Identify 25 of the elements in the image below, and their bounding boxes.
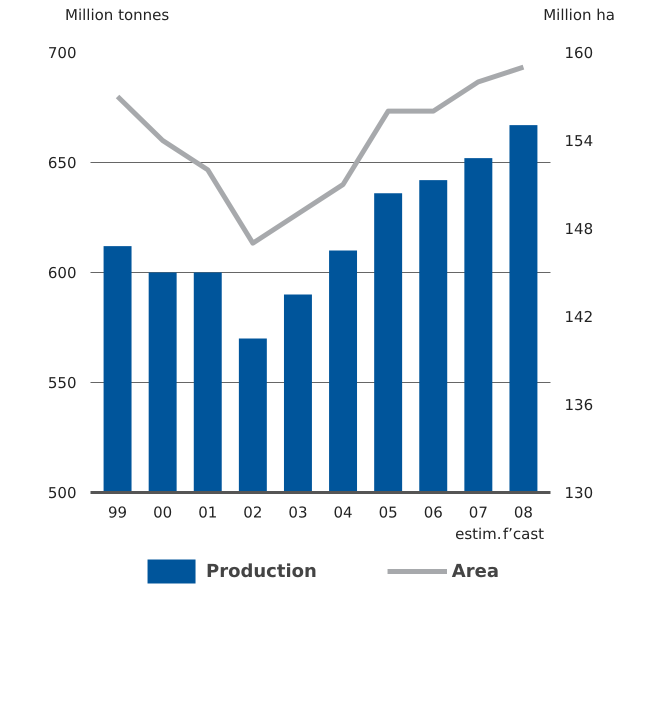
y-tick-label: 500 xyxy=(48,484,77,502)
y-tick-label: 550 xyxy=(48,374,77,392)
x-tick-label: 07 estim. xyxy=(455,504,502,544)
x-tick-label: 06 xyxy=(424,504,443,522)
x-tick-label: 00 xyxy=(153,504,172,522)
x-tick-label: 04 xyxy=(334,504,353,522)
x-tick-label: 01 xyxy=(198,504,218,522)
x-tick-label: 99 xyxy=(108,504,128,522)
y2-tick-label: 142 xyxy=(564,308,594,326)
x-tick-label: 03 xyxy=(288,504,308,522)
legend-label: Area xyxy=(452,560,499,582)
y-tick-label: 700 xyxy=(48,44,77,62)
y2-tick-label: 136 xyxy=(564,396,594,414)
legend-label: Production xyxy=(206,560,317,582)
y2-axis-title: Million ha xyxy=(543,5,615,26)
y-axis-title: Million tonnes xyxy=(65,5,170,26)
y2-tick-label: 160 xyxy=(564,44,594,62)
x-tick-label: 08 f’cast xyxy=(502,504,544,544)
x-tick-label: 05 xyxy=(378,504,398,522)
y2-tick-label: 148 xyxy=(564,220,594,238)
y2-tick-label: 130 xyxy=(564,484,594,502)
y2-tick-label: 154 xyxy=(564,132,594,150)
y-tick-label: 650 xyxy=(48,154,77,172)
y-tick-label: 600 xyxy=(48,264,77,282)
x-tick-label: 02 xyxy=(243,504,262,522)
